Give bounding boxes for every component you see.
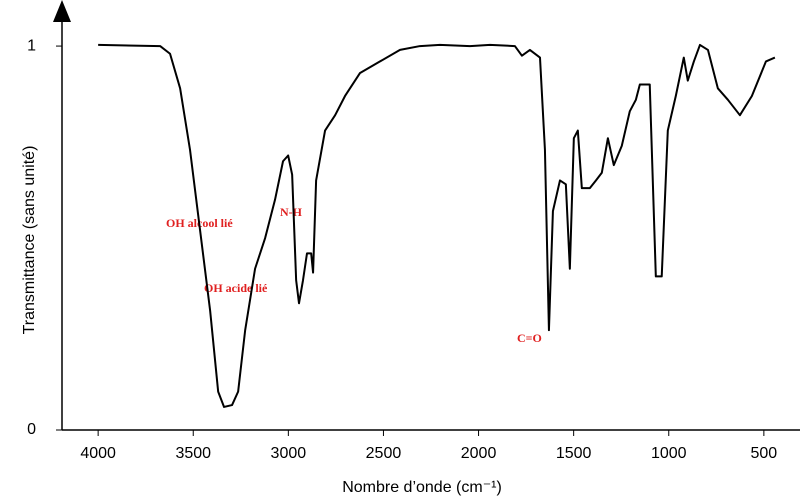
- y-tick-label: 1: [27, 37, 36, 54]
- x-tick-label: 4000: [80, 445, 116, 462]
- x-axis-label: Nombre d’onde (cm⁻¹): [342, 479, 502, 496]
- x-tick-label: 3500: [175, 445, 211, 462]
- x-tick-label: 2500: [366, 445, 402, 462]
- y-tick-label: 0: [27, 421, 36, 438]
- annotation: OH acide lié: [204, 281, 268, 295]
- annotation: C=O: [517, 331, 542, 345]
- x-tick-label: 500: [751, 445, 778, 462]
- spectrum-line: [98, 43, 776, 408]
- y-axis-arrow: [53, 0, 71, 22]
- x-tick-label: 1500: [556, 445, 592, 462]
- x-tick-label: 1000: [651, 445, 687, 462]
- y-axis-label: Transmittance (sans unité): [21, 146, 38, 335]
- x-tick-label: 2000: [461, 445, 497, 462]
- x-tick-label: 3000: [271, 445, 307, 462]
- annotation: N-H: [280, 205, 303, 219]
